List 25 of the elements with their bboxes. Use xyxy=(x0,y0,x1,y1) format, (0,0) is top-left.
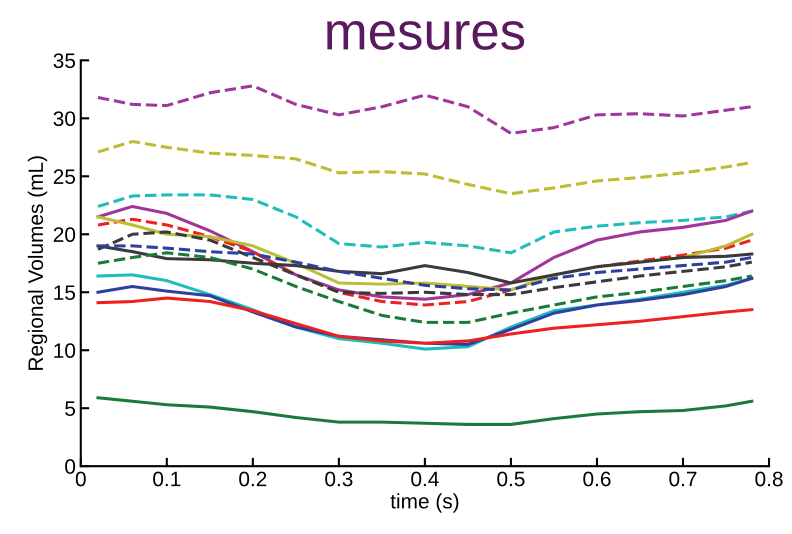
x-tick-label: 0.1 xyxy=(153,472,180,486)
line-series xyxy=(96,296,754,345)
y-tick-label: 10 xyxy=(54,343,76,358)
x-tick-label: 0.5 xyxy=(497,472,525,486)
x-axis-title: time (s) xyxy=(390,493,458,513)
x-tick-label: 0 xyxy=(76,472,86,486)
chart-title: mesures xyxy=(327,20,524,50)
x-tick-label: 0.6 xyxy=(583,472,611,486)
y-tick-label: 15 xyxy=(54,285,76,300)
y-tick-label: 20 xyxy=(54,227,76,242)
x-tick-label: 0.8 xyxy=(755,472,783,486)
y-tick-label: 5 xyxy=(65,401,76,416)
line-series xyxy=(96,396,754,426)
x-tick-label: 0.4 xyxy=(411,472,439,486)
y-tick-label: 35 xyxy=(54,53,76,68)
y-tick-label: 30 xyxy=(54,111,76,126)
line-series xyxy=(96,230,754,296)
x-tick-label: 0.7 xyxy=(669,472,696,486)
y-axis-title: Regional Volumes (mL) xyxy=(28,156,48,370)
x-tick-label: 0.3 xyxy=(325,472,352,486)
line-series xyxy=(96,251,754,324)
line-series xyxy=(96,84,754,135)
y-tick-label: 25 xyxy=(54,169,76,184)
x-tick-label: 0.2 xyxy=(239,472,266,486)
y-tick-label: 0 xyxy=(65,459,76,474)
